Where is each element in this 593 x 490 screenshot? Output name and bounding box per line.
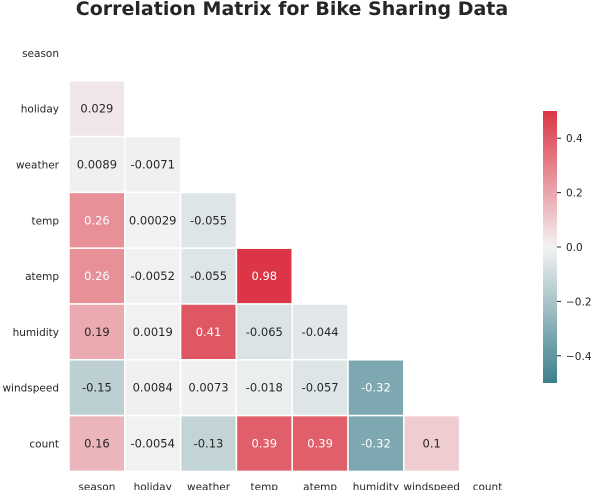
heatmap-cell <box>124 247 182 305</box>
heatmap-cell <box>68 135 126 194</box>
heatmap-cell <box>347 359 405 417</box>
heatmap-cell <box>179 191 238 249</box>
cell-value-label: 0.029 <box>80 102 113 116</box>
y-tick-label: weather <box>16 160 60 172</box>
heatmap-cell <box>235 359 293 417</box>
heatmap-cell <box>124 359 182 417</box>
heatmap-cell <box>291 359 349 417</box>
colorbar: 0.4 0.2 0.0 −0.2 −0.4 <box>543 111 592 383</box>
x-tick-label: count <box>473 481 503 490</box>
heatmap-cell <box>68 359 126 417</box>
x-axis-tick-labels: season holiday weather temp atemp humidity win… <box>78 481 502 490</box>
y-tick-label: temp <box>32 215 60 227</box>
cell-value-label: -0.057 <box>302 381 339 395</box>
cell-value-label: -0.0054 <box>131 437 175 451</box>
colorbar-tick-label: 0.4 <box>566 133 583 145</box>
heatmap-cell <box>68 414 126 473</box>
heatmap-cell <box>179 359 238 417</box>
cell-value-label: 0.26 <box>84 269 110 283</box>
colorbar-tick-label: 0.0 <box>566 242 583 254</box>
x-tick-label: windspeed <box>403 481 460 490</box>
heatmap-cell <box>124 414 182 473</box>
heatmap-cell <box>68 80 126 138</box>
x-tick-label: atemp <box>303 481 337 490</box>
cell-value-label: 0.1 <box>423 437 441 451</box>
cell-value-label: -0.065 <box>246 325 283 339</box>
y-tick-label: atemp <box>25 271 59 283</box>
cell-value-label: -0.0052 <box>131 269 175 283</box>
x-tick-label: humidity <box>353 481 399 490</box>
heatmap-cell <box>347 414 405 473</box>
x-tick-label: holiday <box>134 481 172 490</box>
y-tick-label: count <box>29 439 59 451</box>
cell-value-label: -0.15 <box>82 381 112 395</box>
cell-value-label: 0.0073 <box>188 381 228 395</box>
cell-value-label: 0.41 <box>196 325 222 339</box>
cell-value-label: -0.13 <box>194 437 224 451</box>
cell-value-label: 0.26 <box>84 213 110 227</box>
cell-value-label: -0.32 <box>361 437 391 451</box>
cell-value-label: -0.32 <box>361 381 391 395</box>
heatmap-cell <box>235 303 293 361</box>
heatmap-cells: 0.029 0.0089 -0.0071 0.26 0.00029 -0.055 0.26 -… <box>68 80 461 473</box>
cell-value-label: 0.00029 <box>129 213 177 227</box>
cell-value-label: -0.018 <box>246 381 283 395</box>
colorbar-tick-label: −0.2 <box>566 296 592 308</box>
y-tick-label: windspeed <box>2 383 59 395</box>
cell-value-label: 0.19 <box>84 325 110 339</box>
cell-value-label: 0.39 <box>251 437 277 451</box>
heatmap-cell <box>124 303 182 361</box>
x-tick-label: season <box>78 481 115 490</box>
cell-value-label: 0.0089 <box>77 158 117 172</box>
x-tick-label: weather <box>187 481 231 490</box>
cell-value-label: 0.0019 <box>133 325 173 339</box>
colorbar-gradient <box>543 111 557 383</box>
cell-value-label: 0.16 <box>84 437 110 451</box>
cell-value-label: -0.055 <box>190 213 227 227</box>
heatmap-cell <box>235 247 293 305</box>
cell-value-label: -0.044 <box>302 325 339 339</box>
cell-value-label: 0.98 <box>251 269 277 283</box>
y-axis-tick-labels: season holiday weather temp atemp humidity win… <box>2 48 59 451</box>
y-tick-label: holiday <box>21 104 59 116</box>
cell-value-label: -0.0071 <box>131 158 175 172</box>
y-tick-label: humidity <box>13 327 59 339</box>
y-tick-label: season <box>22 48 59 60</box>
heatmap-cell <box>235 414 293 473</box>
cell-value-label: 0.39 <box>307 437 333 451</box>
x-tick-label: temp <box>251 481 279 490</box>
chart-title: Correlation Matrix for Bike Sharing Data <box>76 0 508 20</box>
heatmap-cell <box>403 414 461 473</box>
colorbar-tick-label: −0.4 <box>566 351 592 363</box>
cell-value-label: -0.055 <box>190 269 227 283</box>
colorbar-tick-label: 0.2 <box>566 188 583 200</box>
cell-value-label: 0.0084 <box>133 381 173 395</box>
